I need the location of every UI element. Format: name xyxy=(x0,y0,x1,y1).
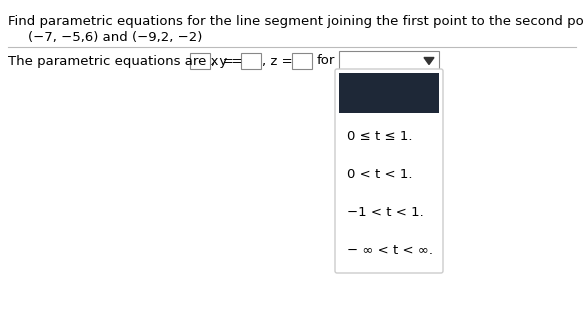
Text: (−7, −5,6) and (−9,2, −2): (−7, −5,6) and (−9,2, −2) xyxy=(28,31,203,44)
Text: Find parametric equations for the line segment joining the first point to the se: Find parametric equations for the line s… xyxy=(8,15,584,28)
FancyBboxPatch shape xyxy=(335,69,443,273)
Text: −1 < t < 1.: −1 < t < 1. xyxy=(347,205,424,218)
Text: 0 < t < 1.: 0 < t < 1. xyxy=(347,167,412,180)
Text: , y =: , y = xyxy=(211,55,242,68)
Text: for: for xyxy=(317,55,335,68)
FancyBboxPatch shape xyxy=(190,53,210,69)
Text: 0 ≤ t ≤ 1.: 0 ≤ t ≤ 1. xyxy=(347,129,412,142)
Polygon shape xyxy=(424,58,434,64)
FancyBboxPatch shape xyxy=(292,53,312,69)
Text: − ∞ < t < ∞.: − ∞ < t < ∞. xyxy=(347,243,433,256)
FancyBboxPatch shape xyxy=(241,53,261,69)
FancyBboxPatch shape xyxy=(339,73,439,113)
Text: The parametric equations are x =: The parametric equations are x = xyxy=(8,55,234,68)
Text: , z =: , z = xyxy=(262,55,293,68)
FancyBboxPatch shape xyxy=(339,51,439,71)
